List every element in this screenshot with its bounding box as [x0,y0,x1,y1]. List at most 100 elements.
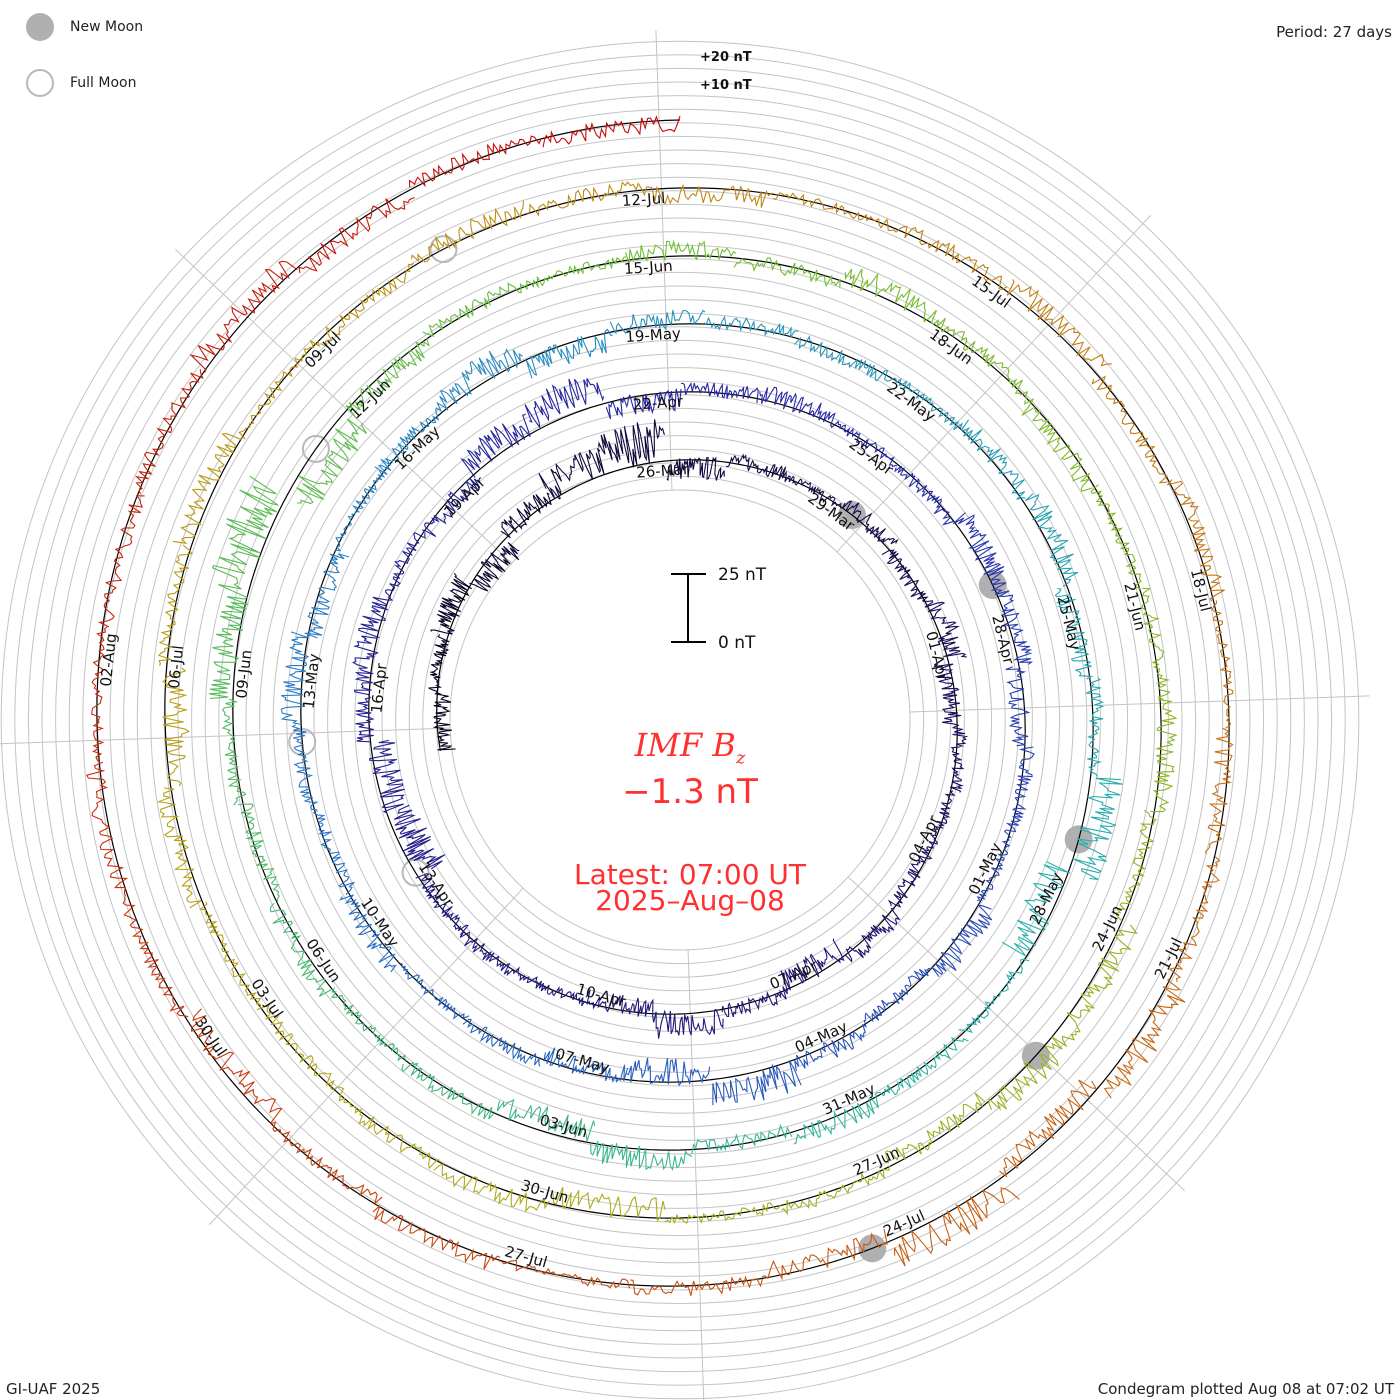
bz-day-segment [784,475,842,509]
bz-day-segment [280,631,309,726]
date-label: 16-Apr [367,662,390,715]
bz-day-segment [330,987,407,1062]
bz-day-segment [538,447,605,500]
grid-circle [0,40,1360,1400]
date-label: 04-Apr [905,812,944,866]
bz-day-segment [191,1008,283,1124]
latest-date: 2025–Aug–08 [595,884,785,917]
bz-day-segment [304,553,350,639]
date-label: 19-May [625,324,682,346]
bz-day-segment [988,1030,1081,1111]
bz-day-segment [598,419,665,468]
bz-day-segment [270,1121,383,1206]
grid-circle [354,394,1006,1046]
grid-circle [177,217,1183,1223]
legend-new-moon-label: New Moon [70,19,144,35]
bz-day-segment [432,693,456,751]
date-label: 26-Mar [636,460,691,482]
new-moon-icon [26,13,54,41]
bz-day-segment [1150,699,1178,813]
bz-day-segment [794,335,886,382]
bz-day-segment [952,512,1007,592]
date-label: 12-Jul [621,189,666,210]
bz-day-segment [793,1091,885,1145]
bz-day-segment [519,973,586,1007]
grid-circle [191,231,1169,1209]
bz-day-segment [883,369,963,431]
bz-day-segment [864,967,932,1023]
bz-day-segment [726,453,787,483]
date-label: 06-Jul [165,644,187,689]
bz-day-segment [721,986,788,1018]
bz-day-segment [773,192,895,232]
bz-day-segment [256,1003,345,1097]
bz-day-segment [590,1140,693,1171]
grid-circle [41,81,1319,1359]
grid-radial-line [209,887,524,1225]
bz-day-segment [496,1098,596,1142]
grid-circle [55,95,1305,1345]
bz-day-segment [172,433,243,544]
scale-bottom-label: 0 nT [718,633,756,653]
bz-day-segment [924,600,967,658]
bz-day-segment [543,1047,629,1083]
bz-day-segment [85,761,129,897]
date-label: 02-Aug [97,632,120,687]
grid-circle [313,353,1047,1087]
bz-day-segment [428,634,450,695]
bz-day-segment [625,239,737,265]
bz-day-segment [609,309,706,335]
bz-day-segment [1141,587,1171,700]
bz-day-segment [630,1275,763,1296]
bz-day-segment [958,958,1030,1034]
bz-day-segment [844,907,901,963]
bz-day-segment [345,337,430,420]
bz-day-segment [122,896,189,1018]
date-label: 22-Apr [632,392,684,414]
bz-day-segment [97,495,145,628]
bz-day-segment [976,826,1017,902]
bz-day-segment [881,549,929,603]
bz-day-segment [652,1008,724,1039]
bz-day-segment [221,698,247,806]
bz-day-segment [433,1163,550,1213]
grid-circle [204,244,1156,1196]
bz-day-segment [950,724,969,793]
grid-circle [14,54,1346,1386]
bz-day-segment [338,1094,440,1170]
grid-circle [136,176,1224,1264]
grid-circle [231,271,1129,1169]
bz-day-segment [1066,924,1138,1032]
bz-day-segment [884,1092,986,1164]
bz-day-segment [830,420,898,468]
bz-day-segment [794,1019,867,1072]
bz-day-segment [1005,666,1031,747]
bz-day-segment [1054,587,1094,680]
bz-day-segment [421,478,481,537]
bz-day-segment [400,962,470,1020]
bz-day-segment [842,500,899,545]
plotted-timestamp: Condegram plotted Aug 08 at 07:02 UT [1097,1380,1394,1398]
bz-day-segment [296,418,367,505]
bz-day-segment [354,667,375,743]
bz-day-segment [374,401,447,476]
bz-day-segment [339,894,397,973]
bz-day-segment [520,256,627,291]
bz-day-segment [781,1166,891,1216]
bz-day-segment [189,260,298,373]
full-moon-marker [429,235,458,264]
date-label: 09-Jun [232,649,255,699]
bz-day-segment [459,930,520,977]
bz-day-segment [385,532,426,598]
bz-day-segment [893,226,1008,291]
grid-circle [109,149,1251,1291]
bz-day-segment [369,739,405,814]
bz-day-segment [410,200,525,263]
grid-circle [327,367,1033,1073]
date-label: 12-Jun [346,376,394,423]
credit: GI-UAF 2025 [6,1380,101,1398]
date-label: 18-Jul [1187,567,1215,614]
grid-circle [449,489,911,951]
bz-day-segment [681,381,759,404]
